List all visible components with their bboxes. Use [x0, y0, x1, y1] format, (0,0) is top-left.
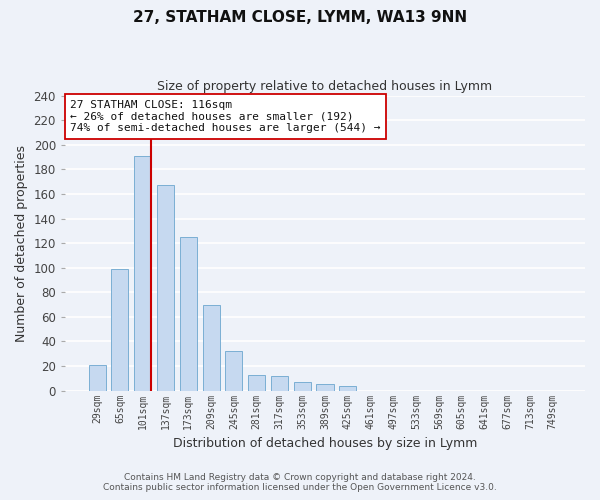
- Bar: [203, 304, 220, 390]
- Bar: [293, 382, 311, 390]
- Text: Contains HM Land Registry data © Crown copyright and database right 2024.
Contai: Contains HM Land Registry data © Crown c…: [103, 473, 497, 492]
- Bar: [180, 237, 197, 390]
- Bar: [248, 374, 265, 390]
- Bar: [89, 365, 106, 390]
- Y-axis label: Number of detached properties: Number of detached properties: [15, 144, 28, 342]
- Bar: [134, 156, 151, 390]
- Text: 27 STATHAM CLOSE: 116sqm
← 26% of detached houses are smaller (192)
74% of semi-: 27 STATHAM CLOSE: 116sqm ← 26% of detach…: [70, 100, 380, 133]
- Title: Size of property relative to detached houses in Lymm: Size of property relative to detached ho…: [157, 80, 493, 93]
- Bar: [339, 386, 356, 390]
- Text: 27, STATHAM CLOSE, LYMM, WA13 9NN: 27, STATHAM CLOSE, LYMM, WA13 9NN: [133, 10, 467, 25]
- Bar: [225, 352, 242, 391]
- Bar: [316, 384, 334, 390]
- X-axis label: Distribution of detached houses by size in Lymm: Distribution of detached houses by size …: [173, 437, 477, 450]
- Bar: [112, 269, 128, 390]
- Bar: [157, 186, 174, 390]
- Bar: [271, 376, 288, 390]
